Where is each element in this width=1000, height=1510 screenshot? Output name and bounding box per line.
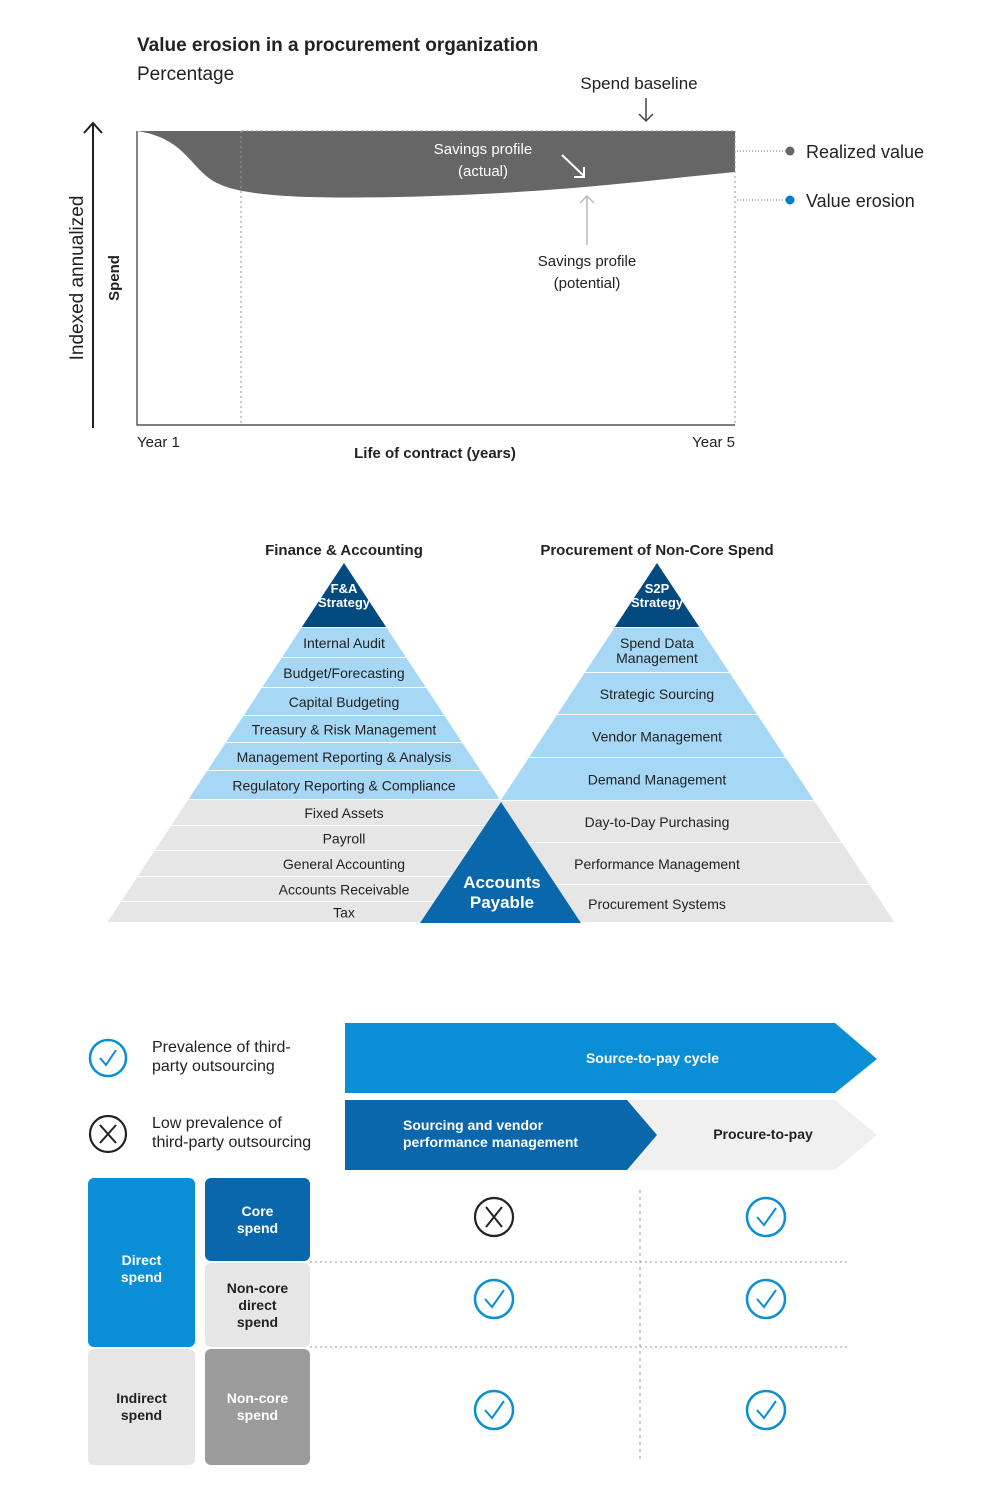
non-core-direct-spend-box: Non-core direct spend (205, 1263, 310, 1347)
x-start-label: Year 1 (137, 434, 180, 451)
procure-to-pay-chevron (615, 1100, 877, 1170)
savings-actual-line2: (actual) (458, 163, 508, 180)
core-spend-box: Core spend (205, 1178, 310, 1261)
check-circle-icon (473, 1389, 515, 1431)
row-label: Core spend (236, 1202, 279, 1236)
level-label: Payroll (323, 831, 366, 847)
level-label: Treasury & Risk Management (252, 722, 437, 738)
check-circle-icon (473, 1278, 515, 1320)
level-label: S2P (645, 581, 670, 596)
shared-label-line1: Accounts (463, 873, 540, 892)
level-label: Strategy (631, 595, 684, 610)
cycle-label: Source-to-pay cycle (585, 1050, 720, 1066)
indirect-spend-label: Indirect spend (116, 1390, 167, 1423)
savings-actual-line1: Savings profile (434, 141, 532, 158)
x-circle-icon (87, 1113, 129, 1160)
process-chevrons (345, 1023, 877, 1170)
savings-potential-line1: Savings profile (538, 253, 636, 270)
level-label: Accounts Receivable (279, 882, 410, 898)
direct-spend-label: Direct spend (120, 1252, 163, 1285)
row-label: Non-core spend (226, 1390, 289, 1423)
level-label: Strategic Sourcing (600, 686, 714, 702)
x-end-label: Year 5 (692, 434, 735, 451)
level-label: Strategy (318, 595, 371, 610)
accounts-payable-triangle (420, 802, 581, 923)
legend-prevalence: Prevalence of third- party outsourcing (152, 1039, 291, 1075)
column-procure-to-pay: Procure-to-pay (713, 1126, 813, 1142)
right-pyramid-title: Procurement of Non-Core Spend (540, 542, 773, 559)
outsourcing-matrix (310, 1190, 850, 1463)
level-label: F&A (331, 581, 358, 596)
savings-potential-line2: (potential) (554, 275, 621, 292)
shared-label-line2: Payable (470, 893, 534, 912)
legend-dot-realized (785, 146, 795, 156)
left-pyramid-title: Finance & Accounting (265, 542, 423, 559)
check-circle-icon (745, 1278, 787, 1320)
level-label: Budget/Forecasting (283, 665, 404, 681)
row-label: Non-core direct spend (226, 1279, 289, 1330)
y-label-outer: Indexed annualized (67, 196, 88, 361)
level-label: Capital Budgeting (289, 694, 400, 710)
arrow-down-right-icon (561, 154, 585, 178)
level-label: Demand Management (588, 772, 727, 788)
level-label: Fixed Assets (304, 805, 383, 821)
level-label: Procurement Systems (588, 896, 726, 912)
legend-realized-value: Realized value (806, 142, 924, 162)
level-label: Vendor Management (592, 729, 722, 745)
column-sourcing: Sourcing and vendor performance manageme… (403, 1117, 579, 1150)
spend-baseline-label: Spend baseline (580, 74, 697, 93)
non-core-spend-box: Non-core spend (205, 1349, 310, 1465)
arrow-down-icon (638, 98, 654, 123)
direct-spend-box: Direct spend (88, 1178, 195, 1347)
chart-title: Value erosion in a procurement organizat… (137, 35, 539, 56)
level-label: Spend Data (620, 635, 694, 651)
sourcing-chevron (345, 1100, 657, 1170)
x-circle-icon (473, 1196, 515, 1238)
value-erosion-chart: Indexed annualized Spend Year 1 Year 5 L… (67, 74, 924, 462)
pyramids-diagram: Finance & Accounting Procurement of Non-… (107, 542, 895, 923)
chart-subtitle: Percentage (137, 64, 235, 85)
check-circle-icon (745, 1389, 787, 1431)
level-label: Day-to-Day Purchasing (585, 814, 730, 830)
level-label: Performance Management (574, 856, 740, 872)
level-label: Regulatory Reporting & Compliance (232, 778, 456, 794)
level-label: Tax (333, 905, 355, 921)
legend-dot-erosion (785, 195, 795, 205)
level-label: General Accounting (283, 856, 405, 872)
legend-low-prevalence: Low prevalence of third-party outsourcin… (152, 1115, 312, 1151)
source-to-pay-chevron (345, 1023, 877, 1093)
x-axis-label: Life of contract (years) (354, 445, 516, 462)
arrow-up-icon (83, 121, 103, 134)
y-label-inner: Spend (106, 255, 123, 301)
level-label: Management (616, 650, 698, 666)
check-circle-icon (745, 1196, 787, 1238)
level-label: Management Reporting & Analysis (237, 749, 452, 765)
level-label: Internal Audit (303, 635, 385, 651)
realized-value-area (137, 131, 735, 198)
legend-value-erosion: Value erosion (806, 191, 915, 211)
plot-axes (136, 131, 735, 426)
arrow-up-icon (579, 194, 595, 245)
indirect-spend-box: Indirect spend (88, 1349, 195, 1465)
check-circle-icon (87, 1037, 129, 1084)
